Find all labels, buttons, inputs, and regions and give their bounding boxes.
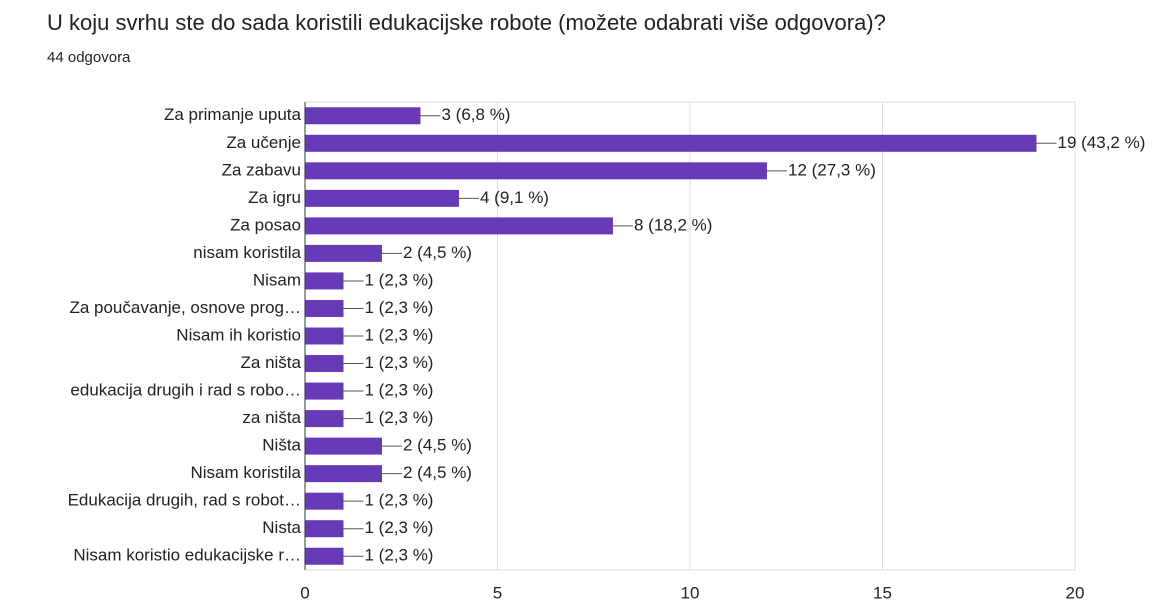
value-label: 2 (4,5 %) (403, 436, 472, 455)
y-tick-label: edukacija drugih i rad s robo… (70, 381, 301, 400)
value-label: 1 (2,3 %) (365, 381, 434, 400)
y-tick-label: Nisam koristio edukacijske r… (73, 546, 301, 565)
y-tick-label: Nisam ih koristio (176, 325, 301, 344)
x-tick-label: 15 (873, 583, 892, 602)
bar (305, 272, 344, 290)
bar (305, 299, 344, 317)
x-tick-label: 20 (1066, 583, 1085, 602)
value-label: 1 (2,3 %) (365, 325, 434, 344)
bar (305, 327, 344, 345)
y-tick-label: Edukacija drugih, rad s robot… (68, 491, 301, 510)
y-tick-label: Nista (262, 518, 301, 537)
value-label: 1 (2,3 %) (365, 491, 434, 510)
y-tick-label: Za poučavanje, osnove prog… (69, 298, 301, 317)
value-label: 19 (43,2 %) (1058, 133, 1146, 152)
y-tick-label: za ništa (242, 408, 301, 427)
y-tick-label: Za igru (248, 188, 301, 207)
bar (305, 217, 613, 235)
x-tick-label: 10 (681, 583, 700, 602)
y-tick-label: Za posao (230, 215, 301, 234)
value-label: 1 (2,3 %) (365, 353, 434, 372)
value-label: 1 (2,3 %) (365, 546, 434, 565)
bar (305, 134, 1037, 152)
value-label: 8 (18,2 %) (634, 215, 712, 234)
value-label: 1 (2,3 %) (365, 518, 434, 537)
y-tick-label: Za ništa (241, 353, 302, 372)
bar (305, 189, 459, 207)
x-tick-label: 0 (300, 583, 309, 602)
y-tick-label: nisam koristila (193, 243, 301, 262)
value-label: 4 (9,1 %) (480, 188, 549, 207)
value-label: 12 (27,3 %) (788, 160, 876, 179)
bar (305, 244, 382, 262)
y-tick-label: Za primanje uputa (164, 105, 302, 124)
bar (305, 465, 382, 483)
y-tick-label: Nisam (253, 270, 301, 289)
y-tick-label: Nisam koristila (190, 463, 301, 482)
value-label: 2 (4,5 %) (403, 243, 472, 262)
bar (305, 437, 382, 455)
chart-subtitle: 44 odgovora (47, 49, 131, 66)
value-label: 3 (6,8 %) (442, 105, 511, 124)
x-tick-label: 5 (493, 583, 502, 602)
bar (305, 547, 344, 565)
bar (305, 382, 344, 400)
bar (305, 355, 344, 373)
bar (305, 492, 344, 510)
y-tick-label: Za zabavu (222, 160, 301, 179)
bar (305, 520, 344, 538)
value-label: 2 (4,5 %) (403, 463, 472, 482)
bar (305, 162, 767, 180)
value-label: 1 (2,3 %) (365, 270, 434, 289)
chart-title: U koju svrhu ste do sada koristili eduka… (47, 10, 886, 35)
y-tick-label: Ništa (262, 436, 301, 455)
bar (305, 410, 344, 428)
bar (305, 107, 421, 125)
value-label: 1 (2,3 %) (365, 408, 434, 427)
y-tick-label: Za učenje (226, 133, 301, 152)
value-label: 1 (2,3 %) (365, 298, 434, 317)
